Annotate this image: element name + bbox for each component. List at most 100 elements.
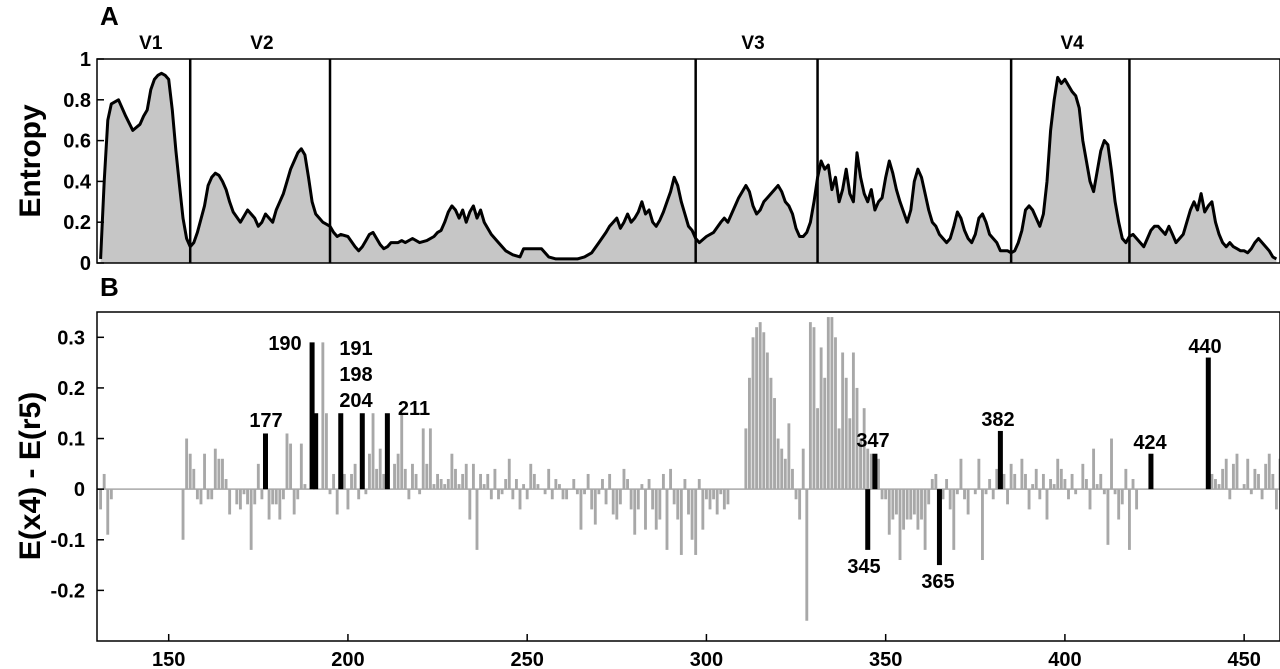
- difference-bar: [912, 489, 916, 515]
- highlight-label: 347: [856, 430, 889, 452]
- difference-bar: [536, 484, 540, 490]
- region-label: V4: [1060, 33, 1084, 54]
- difference-bar: [683, 479, 687, 490]
- difference-bar: [181, 489, 185, 540]
- difference-bar: [697, 479, 701, 490]
- difference-bar: [461, 473, 465, 490]
- difference-bar: [342, 473, 346, 490]
- difference-bar: [368, 453, 371, 490]
- difference-bar: [801, 448, 805, 490]
- difference-bar: [1106, 489, 1110, 545]
- difference-bar: [1253, 468, 1257, 490]
- difference-bar: [371, 413, 375, 490]
- difference-bar: [665, 489, 669, 550]
- difference-bar: [1045, 489, 1049, 520]
- highlight-label: 191: [339, 338, 372, 360]
- x-tick-label: 150: [152, 649, 185, 669]
- highlight-label: 177: [249, 410, 282, 432]
- highlight-bar: [872, 453, 878, 490]
- difference-bar: [500, 489, 504, 495]
- difference-bar: [246, 489, 249, 505]
- difference-bar: [1084, 479, 1088, 490]
- highlight-bar: [262, 433, 268, 490]
- difference-bar: [629, 489, 633, 510]
- region-label-layer: V1 V2 V3 V4: [139, 33, 1084, 54]
- difference-bar: [235, 489, 239, 505]
- difference-bar: [228, 489, 232, 515]
- panel-b-x-axis: 150 200 250 300 350 400 450: [152, 634, 1261, 669]
- difference-bar: [253, 489, 257, 505]
- x-tick-label: 350: [869, 649, 902, 669]
- difference-bar: [328, 489, 332, 495]
- difference-bar: [916, 489, 920, 530]
- highlight-bar: [1148, 453, 1154, 490]
- panel-a-letter: A: [100, 1, 119, 31]
- x-tick-label: 250: [510, 649, 543, 669]
- difference-bar: [618, 489, 622, 505]
- difference-bar: [511, 489, 515, 500]
- difference-bar: [504, 479, 508, 490]
- difference-bar: [525, 489, 529, 500]
- difference-bar: [765, 352, 769, 490]
- difference-bar: [1246, 458, 1250, 490]
- difference-bar: [1092, 448, 1096, 490]
- highlight-bar: [1205, 357, 1211, 490]
- difference-bar: [712, 489, 716, 500]
- difference-bar: [224, 479, 228, 490]
- difference-bar: [894, 489, 898, 515]
- difference-bar: [1235, 453, 1239, 490]
- difference-bar: [880, 489, 884, 500]
- difference-bar: [188, 453, 192, 490]
- difference-bar: [891, 489, 895, 520]
- difference-bar: [292, 489, 296, 515]
- difference-bar: [1074, 489, 1078, 495]
- difference-bar: [1267, 453, 1271, 490]
- difference-bar: [687, 489, 690, 515]
- difference-bar: [604, 489, 608, 505]
- difference-bar: [780, 448, 784, 490]
- difference-bar: [586, 473, 590, 490]
- difference-bar: [704, 489, 708, 500]
- difference-bar: [554, 479, 558, 490]
- difference-bar: [719, 489, 723, 495]
- difference-bar: [851, 352, 855, 490]
- difference-bar: [748, 377, 751, 490]
- y-tick-label: 0.3: [57, 327, 85, 349]
- difference-bar: [966, 489, 970, 515]
- difference-bar: [285, 433, 289, 490]
- difference-bar: [332, 473, 336, 490]
- difference-bar: [335, 489, 339, 515]
- highlight-bar: [313, 413, 319, 490]
- difference-bar: [432, 484, 436, 490]
- difference-bar: [414, 473, 418, 490]
- highlight-label: 198: [339, 364, 372, 386]
- difference-bar: [192, 468, 196, 490]
- difference-bar: [221, 458, 224, 490]
- x-tick-label: 200: [331, 649, 364, 669]
- panel-b-y-label: E(x4) - E(r5): [14, 392, 47, 560]
- difference-bar: [1095, 484, 1099, 490]
- difference-bar: [837, 428, 841, 490]
- difference-bar: [1056, 458, 1060, 490]
- difference-bar: [575, 489, 579, 495]
- highlight-label: 204: [339, 390, 373, 412]
- difference-bar: [1242, 484, 1246, 490]
- difference-bar: [672, 489, 676, 505]
- difference-bar: [981, 489, 984, 561]
- difference-bar: [905, 489, 909, 520]
- difference-bar: [271, 489, 275, 505]
- difference-bar: [561, 489, 565, 500]
- difference-bar: [1228, 489, 1232, 500]
- difference-bar: [622, 468, 626, 490]
- difference-bar: [475, 489, 479, 550]
- difference-bar: [378, 448, 382, 490]
- difference-bar: [1214, 479, 1217, 490]
- difference-bar: [457, 484, 461, 490]
- difference-bar: [454, 468, 457, 490]
- difference-bar: [1002, 473, 1006, 490]
- entropy-area: [100, 73, 1277, 263]
- difference-bar: [260, 489, 264, 500]
- difference-bar: [1113, 489, 1117, 495]
- region-boundary-layer: [188, 59, 1131, 263]
- difference-bar: [640, 484, 644, 490]
